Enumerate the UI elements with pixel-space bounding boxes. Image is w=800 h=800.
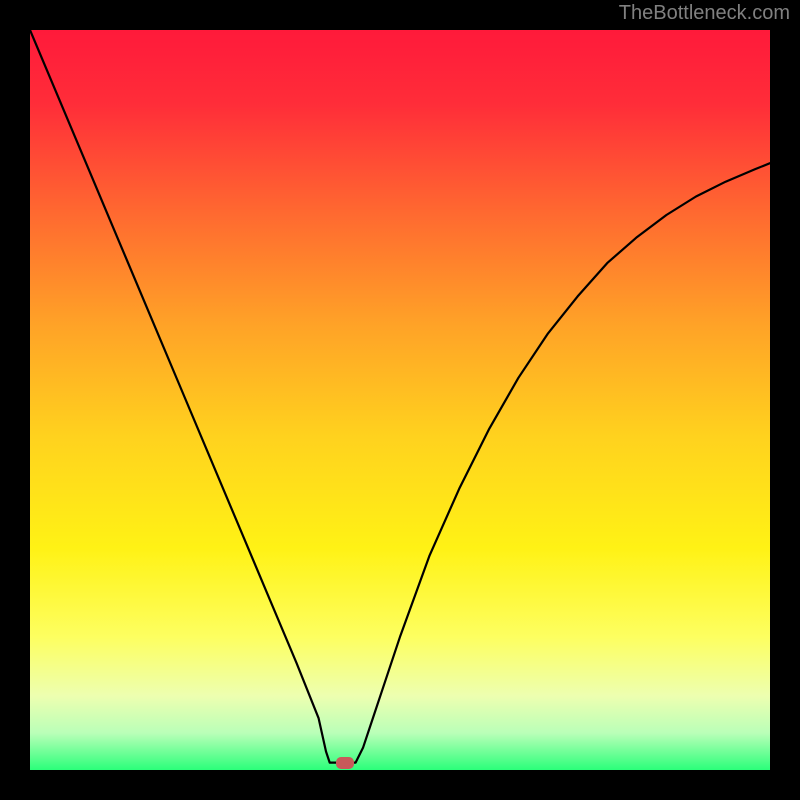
bottleneck-curve [30,30,770,763]
minimum-marker [336,757,354,769]
watermark-text: TheBottleneck.com [619,2,790,25]
plot-area [30,30,770,770]
curve-svg [30,30,770,770]
